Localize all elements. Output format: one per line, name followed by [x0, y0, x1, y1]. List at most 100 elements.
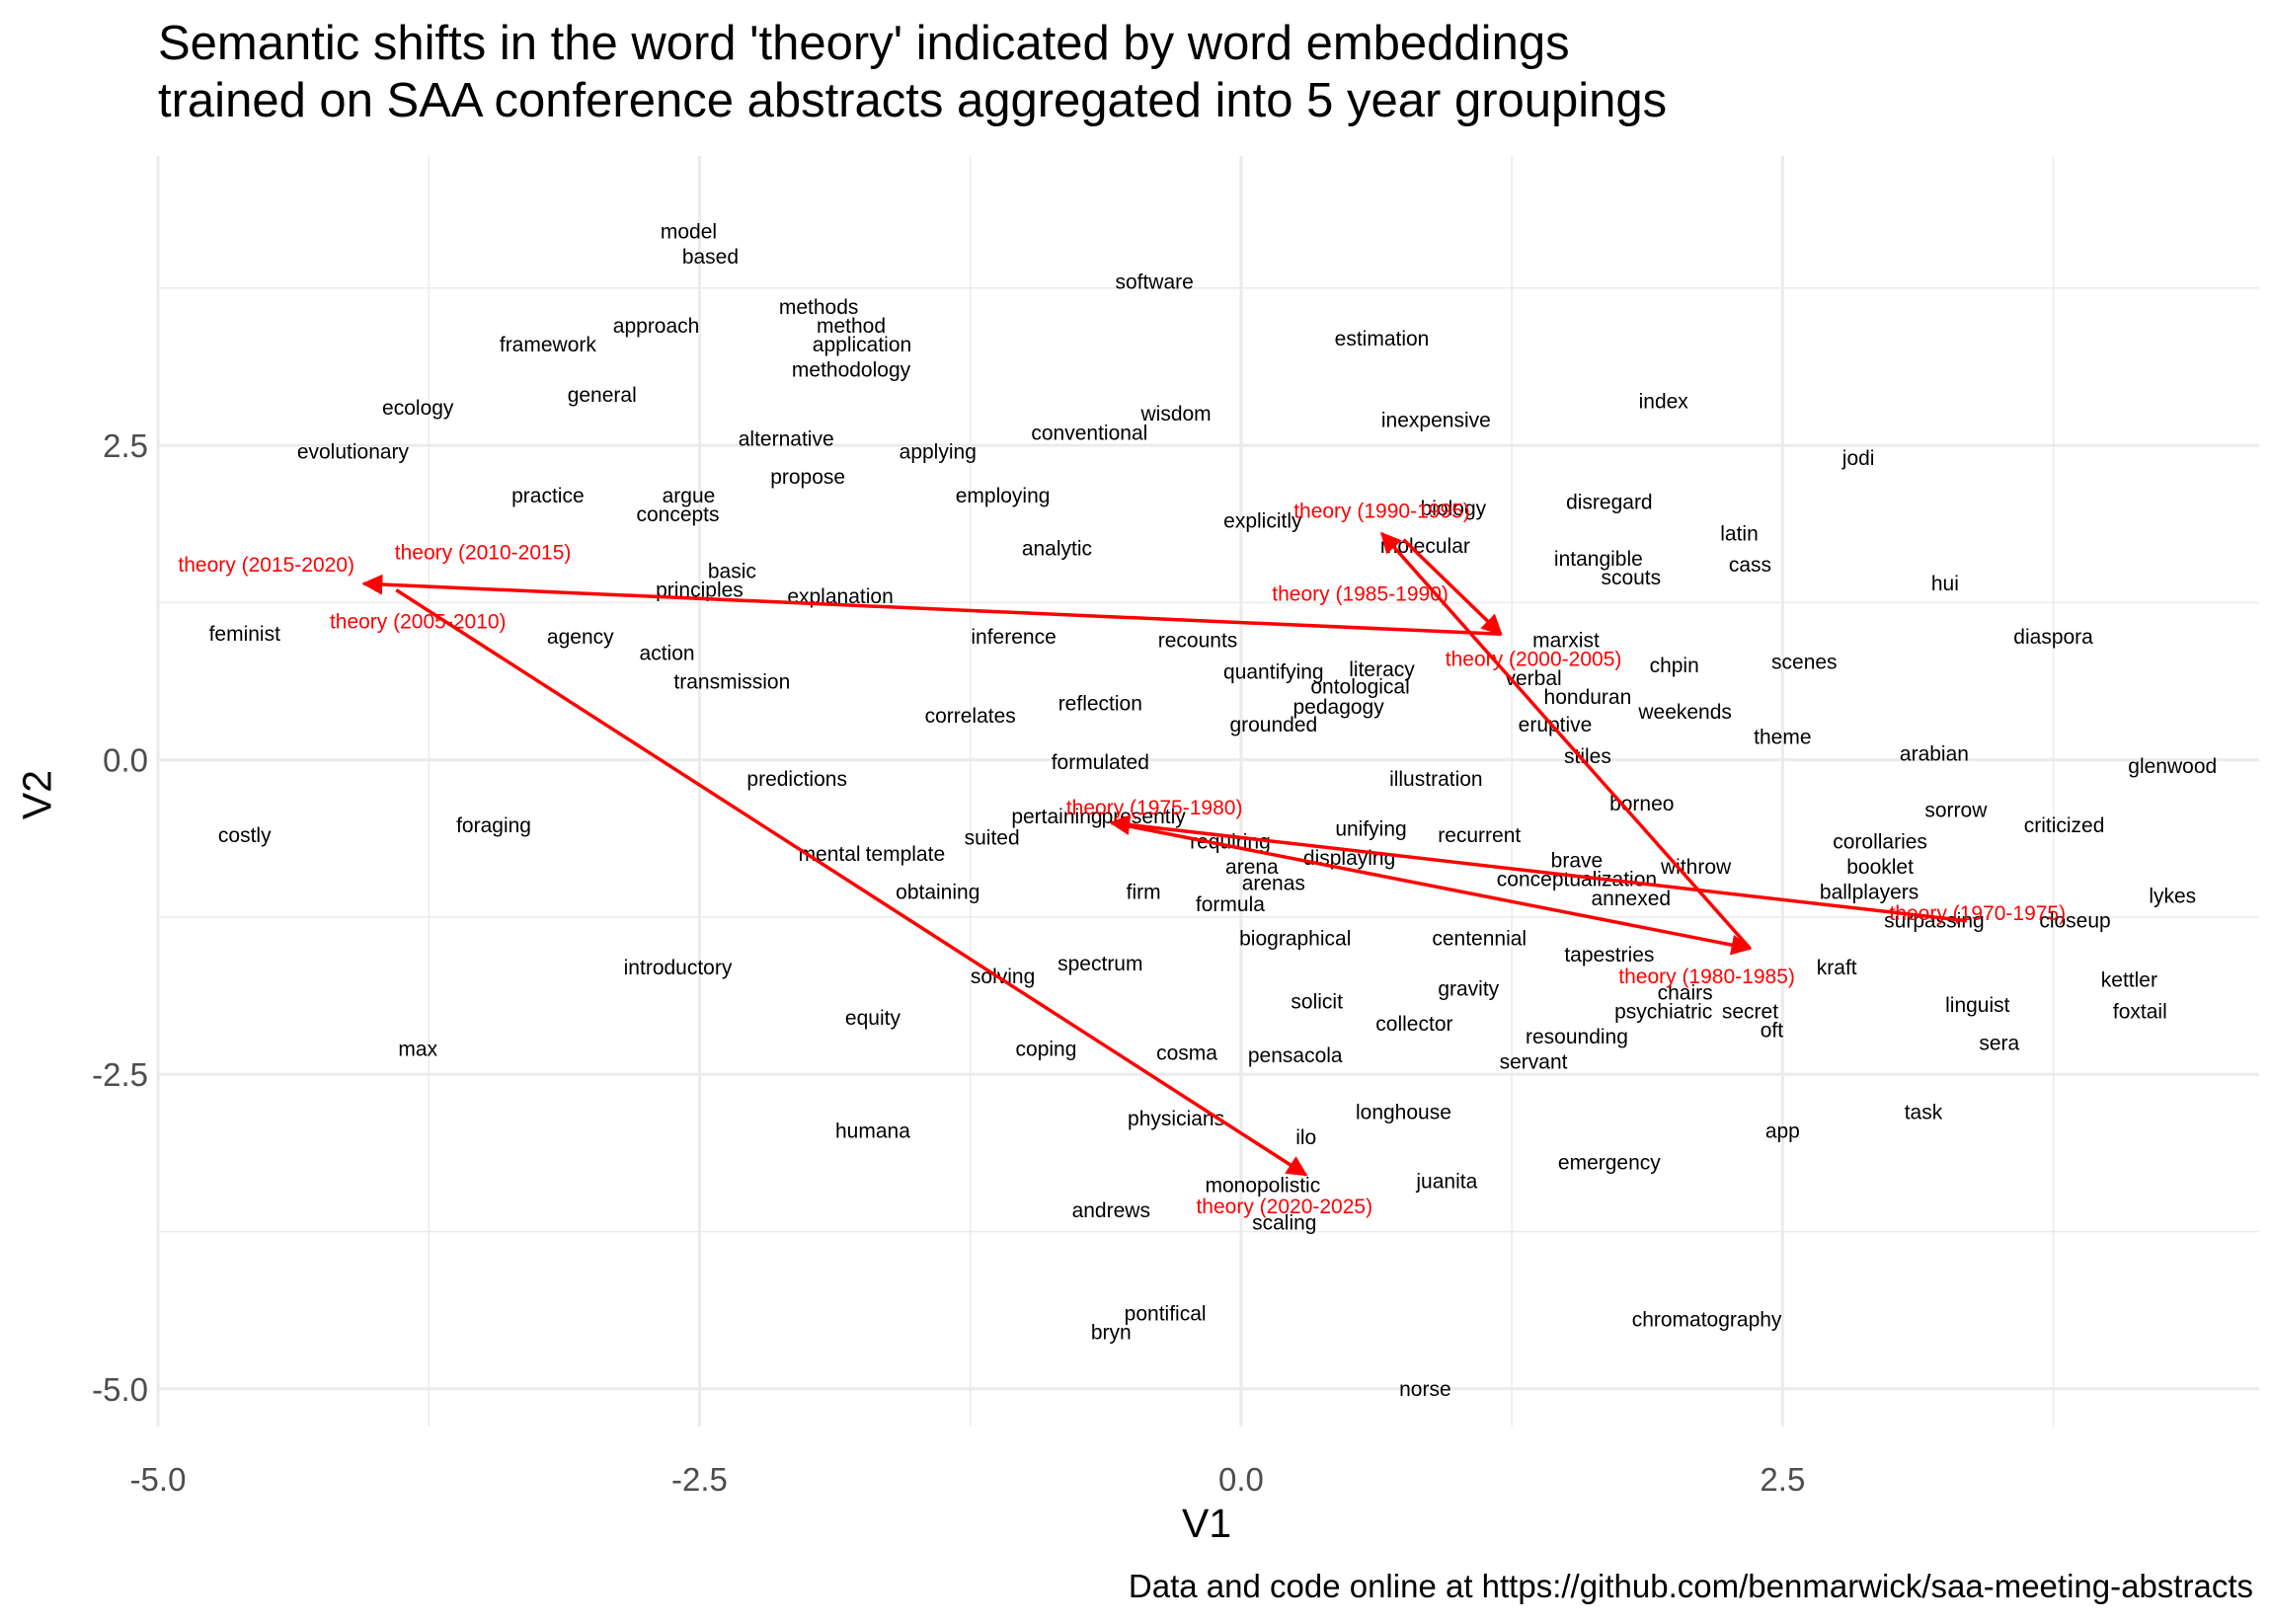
word-label: annexed	[1592, 888, 1672, 910]
word-label: pertaining	[1011, 806, 1102, 828]
word-label: chairs	[1658, 981, 1713, 1004]
word-label: hui	[1931, 573, 1959, 595]
word-label: physicians	[1128, 1108, 1224, 1130]
word-label: arenas	[1242, 873, 1305, 895]
word-label: methods	[779, 296, 859, 319]
x-tick-label: 2.5	[1760, 1461, 1805, 1498]
word-label: chpin	[1650, 655, 1699, 677]
theory-label: theory (1975-1980)	[1066, 797, 1243, 819]
chart-title-line-1: Semantic shifts in the word 'theory' ind…	[158, 17, 1570, 70]
word-label: tapestries	[1564, 944, 1654, 967]
word-label: bryn	[1091, 1321, 1132, 1344]
word-label: pedagogy	[1292, 696, 1384, 719]
theory-label: theory (1985-1990)	[1272, 582, 1449, 605]
grid-lines	[156, 156, 2259, 1427]
word-label: ilo	[1295, 1126, 1316, 1149]
theory-label: theory (1990-1995)	[1293, 500, 1470, 522]
word-label: humana	[835, 1121, 910, 1143]
word-label: based	[682, 246, 739, 269]
word-label: jodi	[1841, 447, 1875, 470]
word-label: formulated	[1052, 751, 1149, 774]
word-label: servant	[1500, 1050, 1568, 1073]
word-label: recurrent	[1438, 824, 1521, 847]
word-label: practice	[511, 485, 585, 507]
word-label: wisdom	[1139, 403, 1211, 425]
word-label: model	[661, 220, 717, 243]
word-label: secret	[1722, 1000, 1778, 1023]
word-label: scaling	[1252, 1212, 1316, 1235]
word-label: closeup	[2039, 910, 2110, 933]
word-label: evolutionary	[297, 440, 410, 463]
word-label: foxtail	[2113, 1000, 2167, 1023]
word-label: verbal	[1505, 667, 1561, 690]
word-label: gravity	[1438, 978, 1499, 1001]
word-label: foraging	[456, 814, 531, 837]
word-label: psychiatric	[1614, 1000, 1712, 1023]
word-label: requiring	[1190, 830, 1271, 853]
word-label: scouts	[1601, 567, 1661, 589]
word-label: cass	[1729, 554, 1771, 577]
y-axis-title: V2	[14, 769, 60, 820]
word-label: monopolistic	[1205, 1174, 1320, 1197]
word-label: basic	[708, 561, 756, 583]
shift-arrow	[361, 574, 1502, 636]
shift-arrow	[1110, 820, 1753, 956]
y-tick-label: -2.5	[92, 1056, 148, 1093]
word-label: firm	[1127, 881, 1161, 903]
word-label: corollaries	[1833, 830, 1927, 853]
shift-arrow	[1109, 814, 1968, 923]
word-label: formula	[1196, 893, 1265, 916]
word-label: juanita	[1415, 1171, 1477, 1194]
word-label: spectrum	[1057, 953, 1142, 975]
word-label: index	[1639, 390, 1689, 413]
word-label: withrow	[1660, 856, 1732, 879]
word-label: reflection	[1058, 692, 1142, 715]
word-label: analytic	[1022, 538, 1092, 561]
word-label: pensacola	[1248, 1044, 1343, 1067]
chart-title-line-2: trained on SAA conference abstracts aggr…	[158, 74, 1668, 127]
word-label: centennial	[1432, 928, 1527, 951]
word-label: transmission	[673, 671, 790, 694]
word-label: conventional	[1031, 422, 1147, 444]
word-label: disregard	[1566, 491, 1653, 513]
word-label: solicit	[1291, 990, 1343, 1013]
word-label: ballplayers	[1820, 881, 1919, 903]
word-label: solving	[971, 966, 1035, 988]
word-label: template	[866, 843, 946, 866]
word-label: unifying	[1335, 818, 1406, 841]
source-caption: Data and code online at https://github.c…	[1128, 1568, 2253, 1604]
word-label: obtaining	[896, 881, 979, 903]
word-label: collector	[1375, 1013, 1452, 1036]
word-label: lykes	[2149, 885, 2196, 907]
x-tick-label: -5.0	[130, 1461, 187, 1498]
shift-arrow	[395, 588, 1308, 1177]
word-label: ontological	[1310, 676, 1409, 699]
word-label: conceptualization	[1497, 869, 1657, 891]
word-label: grounded	[1229, 714, 1317, 736]
word-label: ecology	[382, 397, 454, 420]
theory-label: theory (1980-1985)	[1618, 966, 1795, 988]
theory-label: theory (2015-2020)	[178, 554, 354, 577]
word-label: method	[817, 315, 886, 338]
word-label: equity	[845, 1007, 901, 1030]
word-label: intangible	[1554, 548, 1643, 571]
word-label: arabian	[1900, 742, 1969, 765]
x-tick-label: 0.0	[1218, 1461, 1264, 1498]
word-label: pontifical	[1125, 1302, 1207, 1325]
word-label: biology	[1421, 498, 1487, 520]
word-label: application	[813, 334, 911, 356]
word-label: chromatography	[1632, 1309, 1782, 1332]
word-label: andrews	[1072, 1199, 1150, 1222]
word-label: criticized	[2024, 814, 2105, 837]
y-tick-label: 2.5	[103, 427, 148, 464]
x-axis-title: V1	[1182, 1501, 1232, 1546]
word-label: linguist	[1945, 994, 2010, 1017]
word-label: biographical	[1239, 928, 1351, 951]
word-label: max	[398, 1039, 437, 1061]
word-label: marxist	[1532, 630, 1600, 653]
word-label: alternative	[739, 428, 834, 451]
word-label: arena	[1225, 856, 1279, 879]
word-label: sera	[1979, 1032, 2019, 1054]
word-label: latin	[1720, 522, 1759, 545]
word-label: general	[568, 384, 637, 407]
